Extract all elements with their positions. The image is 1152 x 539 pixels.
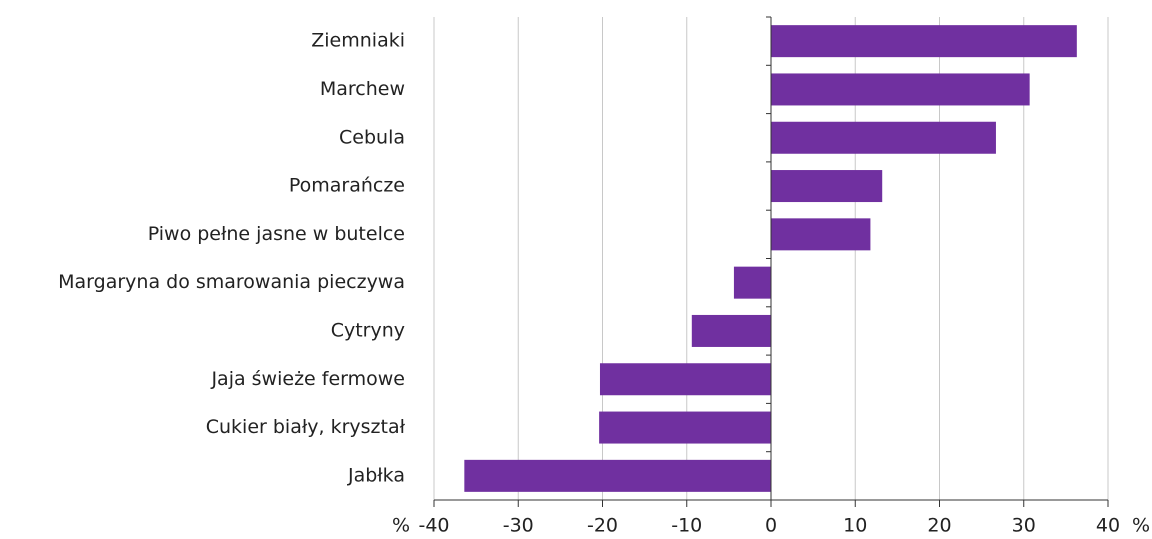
bar	[771, 218, 871, 251]
x-tick-label: -30	[503, 515, 534, 537]
bar	[464, 459, 771, 492]
x-unit-right: %	[1132, 515, 1150, 537]
y-tick-label: Cytryny	[331, 319, 405, 341]
x-unit-left: %	[392, 515, 410, 537]
y-tick-label: Ziemniaki	[311, 30, 405, 52]
x-tick-label: 0	[765, 515, 777, 537]
x-tick-label: -40	[418, 515, 449, 537]
y-tick-label: Piwo pełne jasne w butelce	[148, 223, 405, 245]
bar	[599, 363, 771, 396]
y-tick-label: Jabłka	[347, 464, 405, 486]
bar	[733, 266, 771, 299]
y-tick-label: Margaryna do smarowania pieczywa	[58, 271, 405, 293]
y-tick-label: Cebula	[339, 126, 405, 148]
x-tick-label: 20	[927, 515, 951, 537]
bar	[771, 121, 996, 154]
bar	[771, 73, 1030, 106]
bar	[599, 411, 771, 444]
y-tick-label: Cukier biały, kryształ	[206, 416, 406, 438]
x-tick-label: 30	[1012, 515, 1036, 537]
bar	[771, 25, 1077, 58]
bar	[771, 170, 883, 203]
x-tick-label: -10	[671, 515, 702, 537]
y-tick-label: Pomarańcze	[289, 175, 405, 197]
x-tick-label: -20	[587, 515, 618, 537]
x-tick-label: 40	[1096, 515, 1120, 537]
x-tick-label: 10	[843, 515, 867, 537]
y-tick-label: Marchew	[320, 78, 405, 100]
y-tick-label: Jaja świeże fermowe	[210, 368, 405, 390]
bar	[691, 314, 771, 347]
